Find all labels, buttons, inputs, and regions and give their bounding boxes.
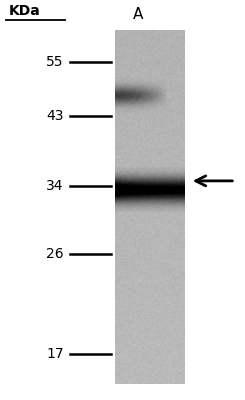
Text: 55: 55 <box>46 55 64 69</box>
Text: KDa: KDa <box>9 4 40 18</box>
Text: A: A <box>133 7 144 22</box>
Text: 17: 17 <box>46 347 64 361</box>
Text: 43: 43 <box>46 109 64 123</box>
Text: 26: 26 <box>46 247 64 261</box>
Text: 34: 34 <box>46 179 64 193</box>
